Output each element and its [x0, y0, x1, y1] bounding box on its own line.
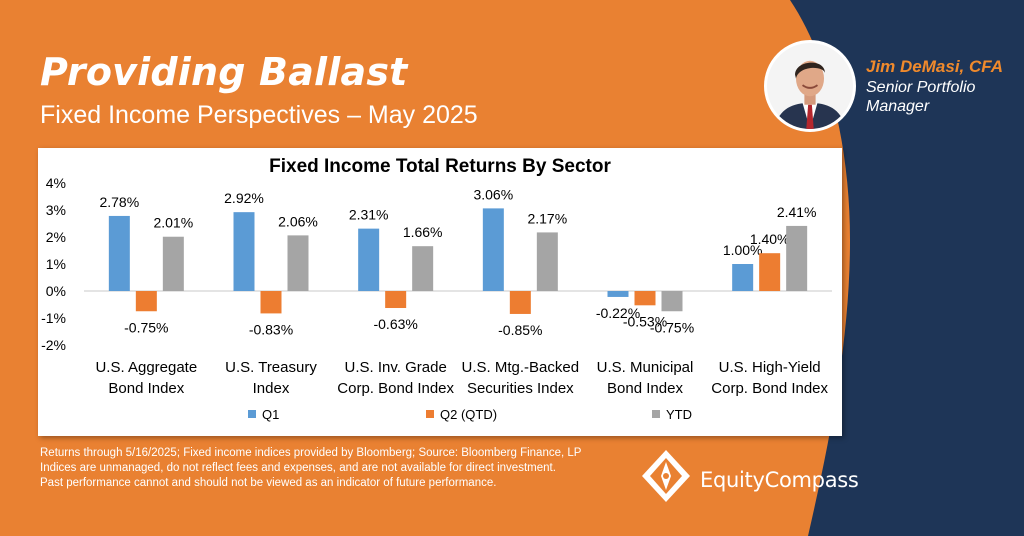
data-label: 2.92%	[224, 190, 264, 206]
bar	[607, 291, 629, 297]
data-label: -0.83%	[249, 321, 293, 337]
data-label: 2.31%	[349, 207, 389, 223]
legend-label: Q2 (QTD)	[440, 407, 497, 422]
footnote-line: Returns through 5/16/2025; Fixed income …	[40, 447, 582, 459]
category-label: Corp. Bond Index	[337, 380, 454, 397]
bar	[634, 291, 656, 306]
bar	[482, 208, 504, 291]
data-label: 2.06%	[278, 213, 318, 229]
bar	[108, 215, 130, 291]
data-label: 3.06%	[473, 186, 513, 202]
category-label: U.S. High-Yield	[719, 359, 821, 376]
y-tick-label: 0%	[46, 283, 66, 299]
bar	[233, 212, 255, 291]
legend-swatch	[248, 410, 256, 418]
bar-chart: Fixed Income Total Returns By Sector 4% 3%…	[41, 156, 832, 422]
bar	[287, 235, 309, 291]
category-label: U.S. Aggregate	[95, 359, 197, 376]
legend-swatch	[652, 410, 660, 418]
bar	[509, 291, 531, 314]
data-label: -0.75%	[124, 319, 168, 335]
data-label: -0.85%	[498, 322, 542, 338]
bar	[661, 291, 683, 312]
category-label: Bond Index	[108, 380, 184, 397]
bar	[732, 264, 754, 291]
y-tick-label: 4%	[46, 175, 66, 191]
compass-logo-icon	[642, 450, 690, 502]
footnotes: Returns through 5/16/2025; Fixed income …	[40, 446, 600, 491]
data-label: 2.17%	[527, 210, 567, 226]
author-name: Jim DeMasi, CFA	[866, 57, 1003, 76]
data-label: 1.40%	[750, 231, 790, 247]
category-label: Corp. Bond Index	[711, 380, 828, 397]
category-label: Index	[253, 380, 290, 397]
category-label: Securities Index	[467, 380, 574, 397]
data-label: 2.41%	[777, 204, 817, 220]
bar	[162, 236, 184, 291]
page-title: Providing Ballast	[40, 50, 408, 94]
page-subtitle: Fixed Income Perspectives – May 2025	[40, 101, 478, 129]
category-label: U.S. Municipal	[597, 359, 694, 376]
brand-name: EquityCompass	[700, 468, 859, 492]
chart-card: Fixed Income Total Returns By Sector 4% 3%…	[38, 148, 842, 436]
data-label: -0.75%	[650, 319, 694, 335]
bar	[358, 228, 380, 291]
data-label: -0.53%	[623, 313, 667, 329]
data-label: 1.00%	[723, 242, 763, 258]
bar	[536, 232, 558, 291]
data-label: -0.63%	[373, 316, 417, 332]
bar	[135, 291, 157, 312]
legend-swatch	[426, 410, 434, 418]
category-label: U.S. Inv. Grade	[345, 359, 447, 376]
footnote-line: Past performance cannot and should not b…	[40, 477, 497, 489]
legend-label: YTD	[666, 407, 692, 422]
y-tick-label: -1%	[41, 310, 66, 326]
data-label: 2.78%	[99, 194, 139, 210]
legend-label: Q1	[262, 407, 279, 422]
y-tick-label: 2%	[46, 229, 66, 245]
category-label: U.S. Treasury	[225, 359, 317, 376]
portrait-photo-icon	[764, 40, 856, 132]
y-tick-label: -2%	[41, 337, 66, 353]
data-label: -0.22%	[596, 305, 640, 321]
author-title: Senior Portfolio Manager	[866, 79, 976, 115]
data-label: 2.01%	[153, 215, 193, 231]
category-label: Bond Index	[607, 380, 683, 397]
bar	[412, 246, 434, 291]
bar	[759, 253, 781, 291]
category-label: U.S. Mtg.-Backed	[462, 359, 580, 376]
bar	[786, 225, 808, 291]
data-label: 1.66%	[403, 224, 443, 240]
footnote-line: Indices are unmanaged, do not reflect fe…	[40, 462, 556, 474]
y-tick-label: 3%	[46, 202, 66, 218]
bar	[385, 291, 407, 309]
bar	[260, 291, 282, 314]
y-tick-label: 1%	[46, 256, 66, 272]
chart-title: Fixed Income Total Returns By Sector	[269, 156, 611, 177]
